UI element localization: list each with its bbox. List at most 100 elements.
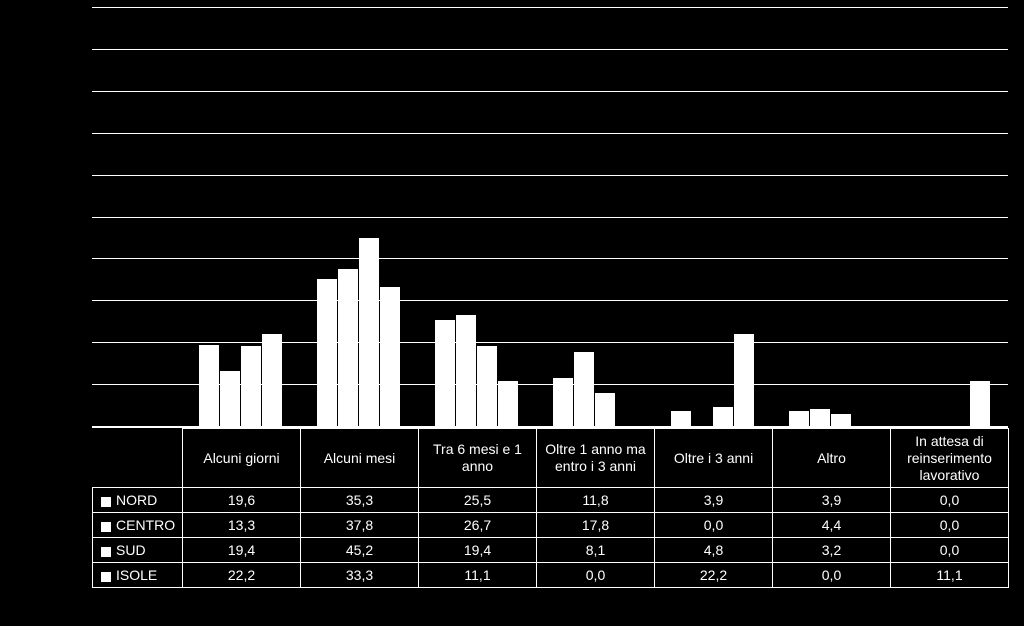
data-cell: 0,0: [891, 488, 1009, 513]
legend-marker: [101, 547, 111, 557]
category-label: Alcuni giorni: [189, 450, 294, 467]
gridline: [92, 300, 1008, 301]
data-cell: 25,5: [419, 488, 537, 513]
data-cell: 0,0: [655, 513, 773, 538]
gridline: [92, 258, 1008, 259]
bar: [671, 411, 691, 427]
y-tick-label: 70,0: [6, 126, 86, 143]
data-cell: 13,3: [183, 513, 301, 538]
gridline: [92, 49, 1008, 50]
bar: [734, 334, 754, 427]
bar: [970, 381, 990, 428]
bar: [338, 269, 358, 427]
data-cell: 22,2: [183, 563, 301, 588]
series-label-cell: CENTRO: [93, 513, 183, 538]
y-tick-label: 50,0: [6, 210, 86, 227]
gridline: [92, 175, 1008, 176]
category-label: In attesa di reinserimento lavorativo: [897, 433, 1002, 483]
data-cell: 8,1: [537, 538, 655, 563]
data-cell: 0,0: [891, 513, 1009, 538]
gridline: [92, 342, 1008, 343]
data-cell: 17,8: [537, 513, 655, 538]
data-cell: 37,8: [301, 513, 419, 538]
data-cell: 0,0: [537, 563, 655, 588]
bar: [498, 381, 518, 428]
category-label: Alcuni mesi: [307, 450, 412, 467]
y-tick-label: 60,0: [6, 168, 86, 185]
bar-group: [536, 8, 654, 427]
y-tick-label: 90,0: [6, 42, 86, 59]
bar: [456, 315, 476, 427]
bar: [713, 407, 733, 427]
series-name: ISOLE: [116, 567, 157, 583]
table-row: CENTRO13,337,826,717,80,04,40,0: [93, 513, 1009, 538]
data-cell: 11,8: [537, 488, 655, 513]
bar: [220, 371, 240, 427]
gridline: [92, 133, 1008, 134]
bar: [199, 345, 219, 427]
data-cell: 19,4: [419, 538, 537, 563]
bar-group: [890, 8, 1008, 427]
series-name: NORD: [116, 492, 157, 508]
bar: [380, 287, 400, 427]
gridline: [92, 426, 1008, 427]
data-cell: 0,0: [773, 563, 891, 588]
bar: [831, 414, 851, 427]
data-cell: 4,4: [773, 513, 891, 538]
category-header: Alcuni mesi: [301, 429, 419, 488]
category-header: In attesa di reinserimento lavorativo: [891, 429, 1009, 488]
category-label: Tra 6 mesi e 1 anno: [425, 441, 530, 475]
data-cell: 11,1: [891, 563, 1009, 588]
category-label: Oltre 1 anno ma entro i 3 anni: [543, 441, 648, 475]
data-cell: 3,9: [655, 488, 773, 513]
bar: [574, 352, 594, 427]
bar: [435, 320, 455, 427]
bar-group: [654, 8, 772, 427]
bar-group: [300, 8, 418, 427]
series-label-cell: SUD: [93, 538, 183, 563]
y-tick-label: 20,0: [6, 336, 86, 353]
y-tick-label: 10,0: [6, 378, 86, 395]
bar-group: [182, 8, 300, 427]
data-cell: 3,2: [773, 538, 891, 563]
series-name: CENTRO: [116, 517, 175, 533]
category-header: Tra 6 mesi e 1 anno: [419, 429, 537, 488]
y-tick-label: 80,0: [6, 84, 86, 101]
data-cell: 3,9: [773, 488, 891, 513]
gridline: [92, 384, 1008, 385]
y-tick-label: 30,0: [6, 294, 86, 311]
data-cell: 19,6: [183, 488, 301, 513]
category-header: Oltre i 3 anni: [655, 429, 773, 488]
data-cell: 11,1: [419, 563, 537, 588]
legend-marker: [101, 572, 111, 582]
gridline: [92, 91, 1008, 92]
category-header: Alcuni giorni: [183, 429, 301, 488]
bar-layer: [92, 8, 1008, 427]
data-cell: 19,4: [183, 538, 301, 563]
plot-area: [92, 8, 1008, 428]
table-corner-cell: [93, 429, 183, 488]
y-tick-label: 0,0: [6, 420, 86, 437]
data-cell: 4,8: [655, 538, 773, 563]
legend-marker: [101, 497, 111, 507]
bar: [477, 346, 497, 427]
bar: [241, 346, 261, 427]
table-header-row: Alcuni giorni Alcuni mesi Tra 6 mesi e 1 a…: [93, 429, 1009, 488]
bar: [789, 411, 809, 427]
bar: [810, 409, 830, 427]
legend-marker: [101, 522, 111, 532]
bar-group: [772, 8, 890, 427]
data-cell: 0,0: [891, 538, 1009, 563]
data-cell: 33,3: [301, 563, 419, 588]
data-cell: 45,2: [301, 538, 419, 563]
category-header: Altro: [773, 429, 891, 488]
table-row: ISOLE22,233,311,10,022,20,011,1: [93, 563, 1009, 588]
gridline: [92, 7, 1008, 8]
category-label: Altro: [779, 450, 884, 467]
table-row: NORD19,635,325,511,83,93,90,0: [93, 488, 1009, 513]
bar: [595, 393, 615, 427]
data-cell: 22,2: [655, 563, 773, 588]
bar: [359, 238, 379, 427]
series-name: SUD: [116, 542, 146, 558]
chart-container: Alcuni giorni Alcuni mesi Tra 6 mesi e 1 a…: [0, 0, 1024, 626]
